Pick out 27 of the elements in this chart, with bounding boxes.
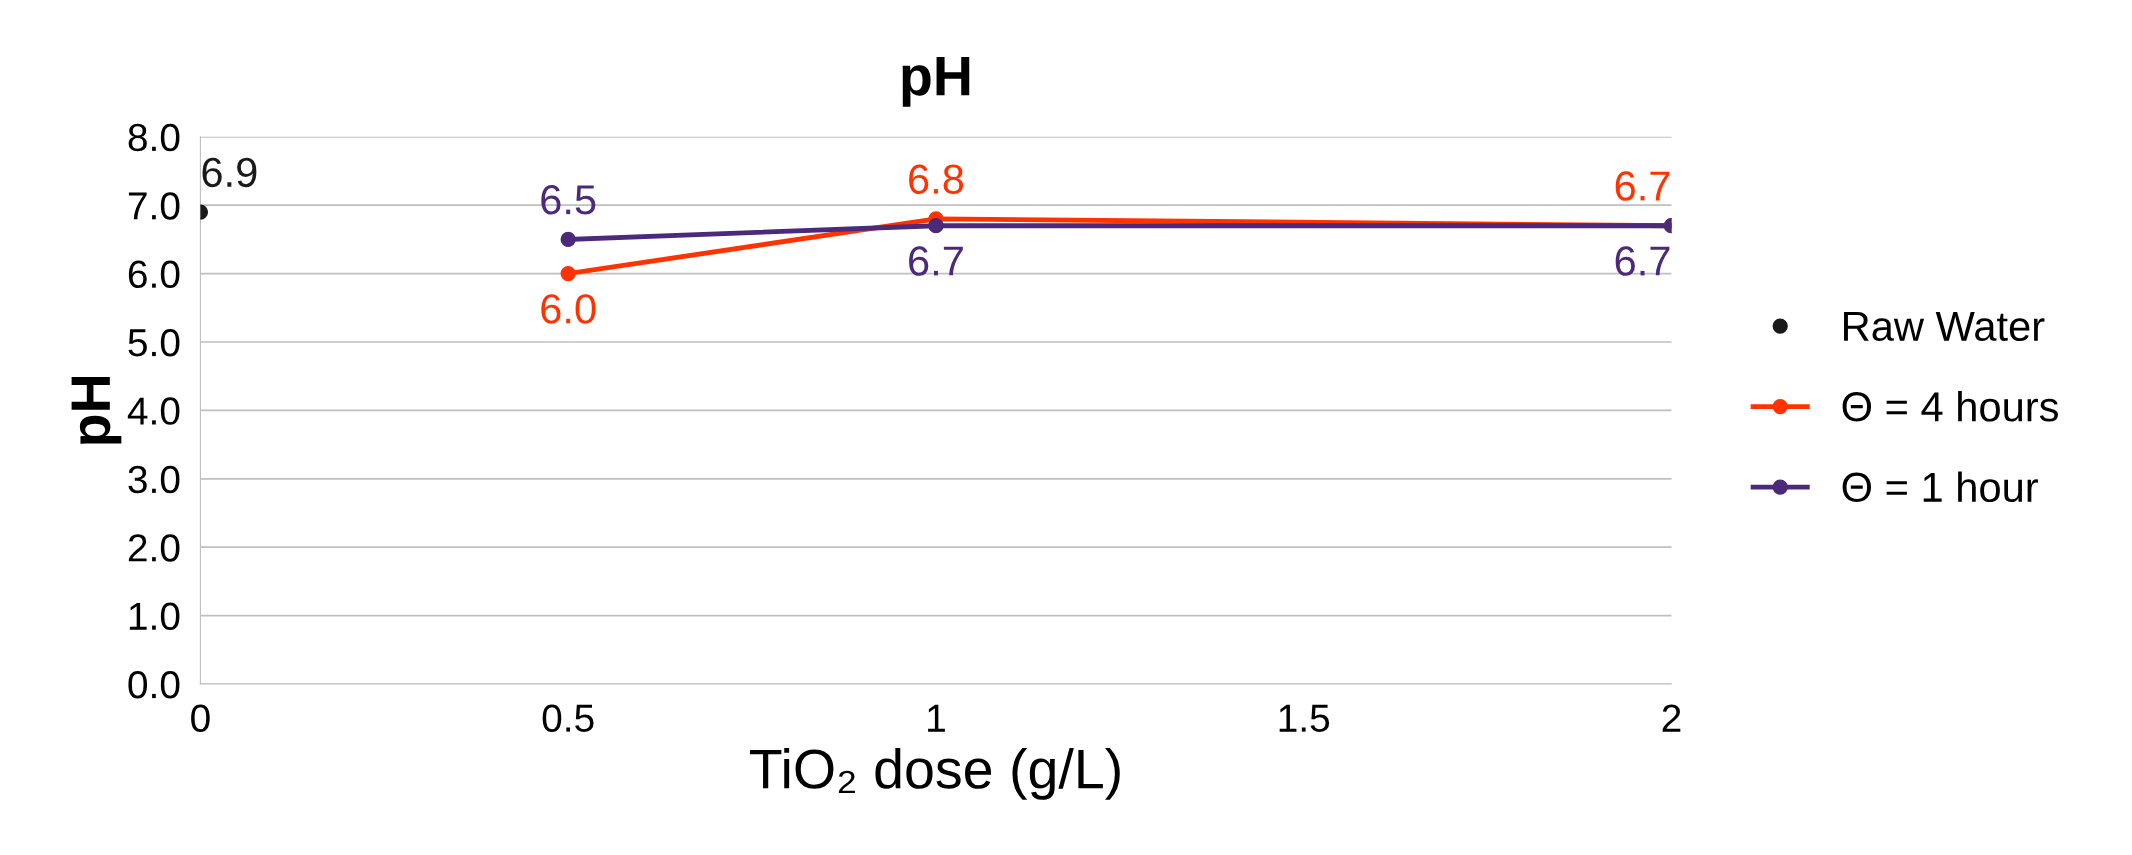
y-tick-label: 2.0 — [128, 534, 180, 562]
y-tick-label: 5.0 — [128, 328, 180, 357]
y-tick-label: 3.0 — [128, 465, 180, 494]
y-tick-label: 0.0 — [128, 670, 180, 699]
data-label: 6.9 — [202, 157, 257, 188]
data-label: 6.7 — [1615, 246, 1670, 276]
x-tick-label: 1 — [928, 704, 945, 732]
legend-label: Θ = 4 hours — [1842, 390, 2058, 422]
y-axis-title: pH — [71, 377, 122, 444]
data-label: 6.7 — [1615, 171, 1670, 201]
x-tick-label: 0.5 — [542, 704, 594, 733]
legend-label: Θ = 1 hour — [1842, 471, 2038, 503]
y-tick-label: 6.0 — [128, 260, 180, 289]
data-label: 6.5 — [541, 184, 596, 215]
x-tick-label: 1.5 — [1279, 704, 1330, 733]
y-tick-label: 1.0 — [129, 602, 180, 631]
y-tick-label: 7.0 — [128, 192, 180, 220]
y-tick-label: 8.0 — [128, 123, 180, 152]
data-label: 6.7 — [909, 246, 963, 276]
x-tick-label: 0 — [191, 704, 210, 733]
legend-label: Raw Water — [1844, 312, 2045, 342]
chart-title: pH — [902, 56, 970, 107]
data-label: 6.0 — [541, 294, 596, 324]
data-label: 6.8 — [909, 164, 964, 194]
x-axis-title: TiO₂ dose (g/L) — [749, 748, 1120, 800]
x-tick-label: 2 — [1662, 704, 1681, 732]
y-tick-label: 4.0 — [127, 397, 180, 425]
